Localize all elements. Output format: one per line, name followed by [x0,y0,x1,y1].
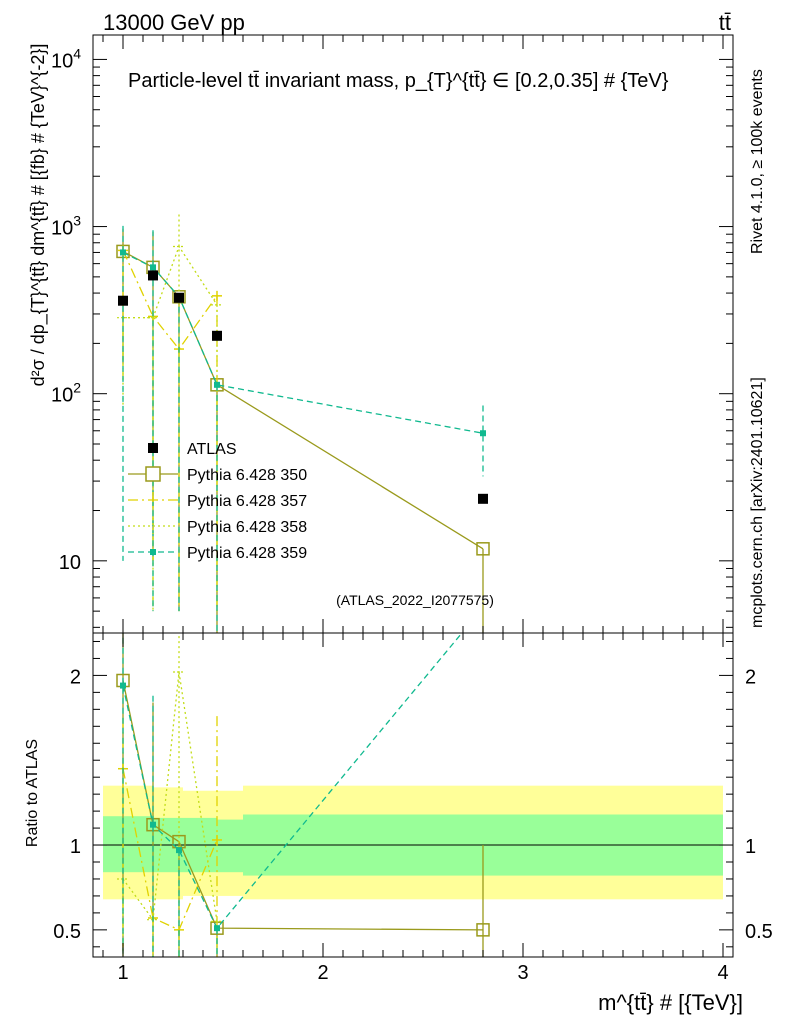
main-y-tick-label: 104 [51,45,81,72]
legend-label: Pythia 6.428 358 [187,519,307,536]
main-y-tick-label: 103 [51,213,81,240]
legend-label: Pythia 6.428 350 [187,467,307,484]
main-y-tick-label: 102 [51,380,81,407]
ratio-uncertainty-bands [93,785,733,900]
main-y-tick-label: 10 [59,552,81,574]
main-marker [476,542,490,556]
legend-label: Pythia 6.428 357 [187,493,307,510]
main-panel: 10 102 103 104 Particle-level tt̄ invariant… [28,34,734,634]
legend-label: Pythia 6.428 359 [187,545,307,562]
ratio-marker [120,682,126,689]
ratio-y-tick-label-right: 2 [745,666,756,688]
main-data-point [212,330,222,341]
main-data-point [478,493,488,504]
main-data-point [118,295,128,306]
ratio-panel: 0.5 0.5 1 1 2 2 1 2 3 4 Ratio to ATLAS m^{tt̄} # … [24,632,773,1015]
main-marker [480,430,486,437]
main-series-line [123,245,218,319]
x-axis-label: m^{tt̄} # [{TeV}] [598,990,743,1015]
main-data-point [148,270,158,281]
legend: ATLAS Pythia 6.428 350 Pythia 6.428 357 Pyt… [128,441,307,562]
main-series-line [122,251,484,434]
legend-label: ATLAS [187,441,237,458]
ratio-inner-band [103,816,153,873]
main-marker [120,249,126,256]
x-tick-label: 3 [517,962,528,984]
header-energy-label: 13000 GeV pp [103,10,245,35]
main-y-tick-exponent: 3 [73,213,81,229]
source-label: mcplots.cern.ch [arXiv:2401.10621] [749,377,766,628]
ratio-marker [476,923,490,937]
ratio-marker [214,925,220,932]
x-tick-label: 1 [117,962,128,984]
main-y-tick-exponent: 4 [73,45,81,61]
header-process-label: tt̄ [719,10,731,35]
ratio-y-tick-label: 0.5 [53,921,81,943]
ratio-series-line [122,633,463,930]
main-axes: 10 102 103 104 [51,35,733,633]
ratio-y-tick-label: 1 [70,836,81,858]
main-plot-content [116,214,490,633]
main-marker [214,381,220,388]
ratio-marker [176,847,182,854]
ratio-axes: 0.5 0.5 1 1 2 2 1 2 3 4 [53,633,773,984]
legend-marker [145,466,161,482]
y-axis-label: d²σ / dp_{T}^{tt̄} dm^{tt̄} # [{fb} # {T… [28,44,49,387]
ratio-series-line [122,768,218,931]
main-y-tick-exponent: 2 [73,380,81,396]
x-tick-label: 4 [717,962,728,984]
main-frame [92,34,734,634]
main-title: Particle-level tt̄ invariant mass, p_{T}… [128,70,669,92]
main-series-line [122,250,218,351]
ratio-y-tick-label-right: 0.5 [745,921,773,943]
ratio-marker [150,821,156,828]
ratio-frame [92,632,734,958]
ratio-y-tick-label: 2 [70,666,81,688]
ratio-y-tick-label-right: 1 [745,836,756,858]
main-data-point [174,292,184,303]
main-marker [150,264,156,271]
rivet-version-label: Rivet 4.1.0, ≥ 100k events [749,69,766,254]
legend-marker [150,549,156,555]
ratio-inner-band [217,819,243,873]
ratio-series-line [122,671,218,922]
ratio-plot-content [116,633,490,957]
legend-marker-atlas [148,443,158,453]
ratio-y-axis-label: Ratio to ATLAS [24,739,41,847]
x-tick-label: 2 [317,962,328,984]
watermark: (ATLAS_2022_I2077575) [336,592,494,608]
